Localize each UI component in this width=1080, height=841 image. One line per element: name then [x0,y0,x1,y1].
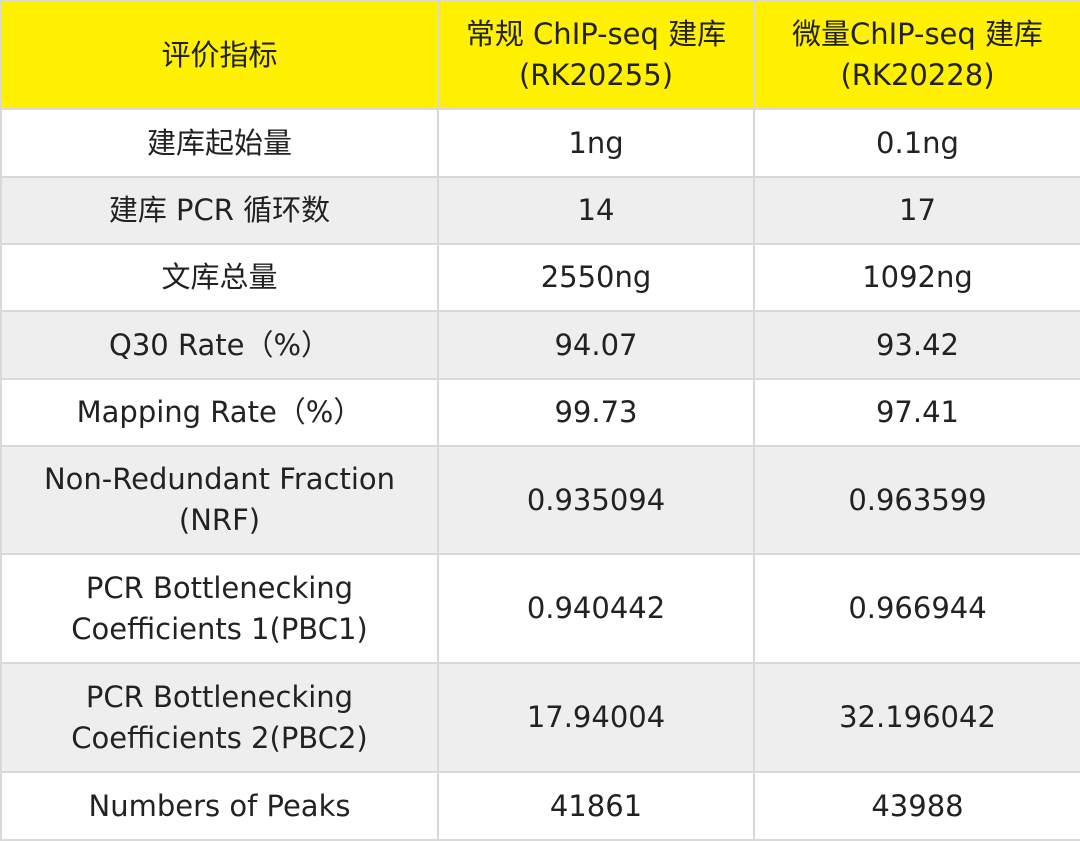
value-cell: 2550ng [437,243,755,312]
header-cell: 常规 ChIP-seq 建库 (RK20255) [437,0,755,110]
value-cell: 97.41 [753,378,1080,447]
value-cell: 17.94004 [437,662,755,773]
header-cell: 微量ChIP-seq 建库 (RK20228) [753,0,1080,110]
value-cell: 0.963599 [753,445,1080,555]
table-row: Mapping Rate（%） 99.73 97.41 [0,378,1080,447]
value-cell: 17 [753,176,1080,245]
value-cell: 99.73 [437,378,755,447]
metric-cell: PCR Bottlenecking Coefficients 1(PBC1) [0,553,439,664]
metric-cell: PCR Bottlenecking Coefficients 2(PBC2) [0,662,439,773]
value-cell: 32.196042 [753,662,1080,773]
value-cell: 0.940442 [437,553,755,664]
value-cell: 0.935094 [437,445,755,555]
value-cell: 41861 [437,771,755,841]
metric-cell: 文库总量 [0,243,439,312]
table-row: 建库起始量 1ng 0.1ng [0,108,1080,178]
table-row: Q30 Rate（%） 94.07 93.42 [0,310,1080,380]
metric-cell: Mapping Rate（%） [0,378,439,447]
value-cell: 0.1ng [753,108,1080,178]
table-row: PCR Bottlenecking Coefficients 2(PBC2) 17… [0,662,1080,773]
metric-cell: 建库 PCR 循环数 [0,176,439,245]
table-row: PCR Bottlenecking Coefficients 1(PBC1) 0.… [0,553,1080,664]
value-cell: 0.966944 [753,553,1080,664]
table-row: Numbers of Peaks 41861 43988 [0,771,1080,841]
value-cell: 94.07 [437,310,755,380]
metric-cell: Q30 Rate（%） [0,310,439,380]
value-cell: 14 [437,176,755,245]
table-row: 文库总量 2550ng 1092ng [0,243,1080,312]
metric-cell: Non-Redundant Fraction (NRF) [0,445,439,555]
table-row: 建库 PCR 循环数 14 17 [0,176,1080,245]
value-cell: 1092ng [753,243,1080,312]
metric-cell: 建库起始量 [0,108,439,178]
value-cell: 93.42 [753,310,1080,380]
table-row: Non-Redundant Fraction (NRF) 0.935094 0.96… [0,445,1080,555]
header-cell: 评价指标 [0,0,439,110]
value-cell: 43988 [753,771,1080,841]
value-cell: 1ng [437,108,755,178]
metric-cell: Numbers of Peaks [0,771,439,841]
header-row: 评价指标 常规 ChIP-seq 建库 (RK20255) 微量ChIP-seq 建… [0,0,1080,110]
